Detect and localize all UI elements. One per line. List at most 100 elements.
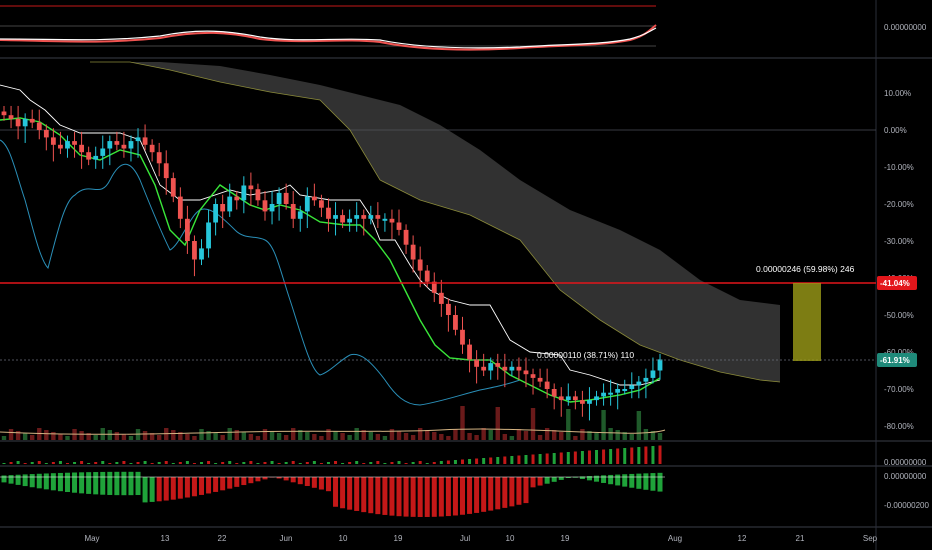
mid-hist-bar-6 [44,463,48,464]
x-tick-6: Jul [460,534,470,543]
x-tick-8: 19 [561,534,570,543]
bottom-hist-bar-40 [283,477,289,481]
volume-bar-29 [206,431,211,440]
candle-27 [192,241,197,260]
mid-hist-bar-16 [115,462,119,464]
measure-box[interactable] [793,283,821,361]
mid-hist-bar-48 [341,463,345,464]
mid-hist-bar-51 [362,463,366,464]
volume-bar-79 [559,432,564,440]
resistance-badge: -41.04% [877,276,917,290]
volume-bar-32 [227,428,232,440]
bottom-hist-bar-11 [79,472,85,494]
volume-bar-8 [58,434,63,440]
bottom-hist-bar-69 [488,477,494,511]
candle-76 [537,377,543,382]
candlesticks [1,105,663,421]
mid-hist-bar-79 [559,452,563,464]
bottom-hist-bar-92 [650,473,656,491]
bottom-hist-bar-27 [191,477,197,497]
bottom-hist-bar-62 [438,477,444,517]
mid-hist-bar-26 [185,461,189,464]
bottom-hist-bar-20 [142,477,148,503]
candle-80 [565,396,571,401]
volume-bar-43 [305,432,310,440]
candle-41 [290,204,296,219]
volume-bar-38 [269,431,275,440]
mid-hist-bar-34 [242,462,246,464]
bottom-hist-bar-19 [135,471,141,496]
bottom-hist-bar-29 [206,477,212,494]
candle-86 [608,392,614,395]
mid-hist-bar-90 [637,447,641,464]
mid-hist-bar-42 [298,463,302,464]
bottom-hist-bar-56 [396,477,402,517]
candle-89 [629,385,635,389]
x-tick-12: Sep [863,534,878,543]
volume-bar-56 [396,431,402,440]
volume-bar-58 [410,435,416,440]
y-tick-7: -60.00% [884,348,914,357]
volume-bar-30 [213,433,218,440]
candle-38 [269,204,275,212]
mid-hist-bar-9 [65,463,69,464]
mid-hist-bar-44 [312,461,316,464]
candle-92 [650,370,656,378]
x-axis: May 13 22 Jun 10 19 Jul 10 19 Aug 12 21 Sep [84,534,877,543]
mid-hist-bar-52 [369,462,373,464]
x-tick-11: 21 [796,534,805,543]
candle-65 [460,329,465,345]
mid-hist-bar-71 [503,456,507,464]
x-tick-4: 10 [339,534,348,543]
bottom-hist-bar-64 [452,477,458,516]
volume-bar-76 [537,435,543,440]
bottom-hist-bar-57 [403,477,409,517]
candle-60 [424,270,430,282]
bottom-hist-bar-48 [340,477,346,509]
bottom-hist-bar-82 [579,476,585,480]
bottom-hist-bar-24 [170,477,176,500]
mid-hist-bar-89 [630,447,634,464]
bottom-hist-bar-8 [57,472,63,492]
mid-hist-bar-18 [129,463,133,464]
volume-bar-2 [15,431,21,440]
mid-hist-bar-81 [573,451,577,464]
candle-73 [516,366,522,371]
volume-bar-57 [403,433,409,440]
candle-22 [156,152,162,164]
mid-hist-bar-67 [475,458,479,464]
bottom-hist-bar-66 [467,477,473,514]
bottom-hist-bar-58 [410,477,416,517]
candle-4 [29,118,35,123]
candle-19 [135,137,141,142]
candle-8 [58,144,63,149]
volume-bar-82 [580,429,585,440]
candle-75 [530,374,536,378]
x-tick-9: Aug [668,534,682,543]
bottom-hist-bar-78 [551,477,557,482]
x-tick-0: May [84,534,99,543]
bottom-hist-bar-31 [220,477,226,491]
bottom-hist-bar-54 [382,477,388,515]
mid-hist-bar-57 [404,463,408,464]
volume-bar-55 [389,429,395,440]
base-line [0,84,661,386]
candle-5 [36,122,42,130]
mid-hist-bar-70 [496,457,500,464]
mid-hist-bar-30 [214,463,218,464]
volume-ma-line [0,428,666,435]
volume-bar-62 [439,434,444,440]
mid-hist-bar-88 [623,448,627,464]
volume-bar-18 [128,436,134,440]
volume-bar-11 [79,431,84,440]
volume-bar-13 [93,435,98,440]
candle-23 [163,163,169,179]
volume-bar-7 [51,432,56,440]
candle-91 [643,377,649,382]
mid-hist-bar-55 [390,462,394,464]
volume-bar-75 [530,408,536,440]
candle-58 [410,244,416,260]
mid-hist-bar-5 [37,461,41,464]
bottom-hist-bar-89 [629,473,635,488]
